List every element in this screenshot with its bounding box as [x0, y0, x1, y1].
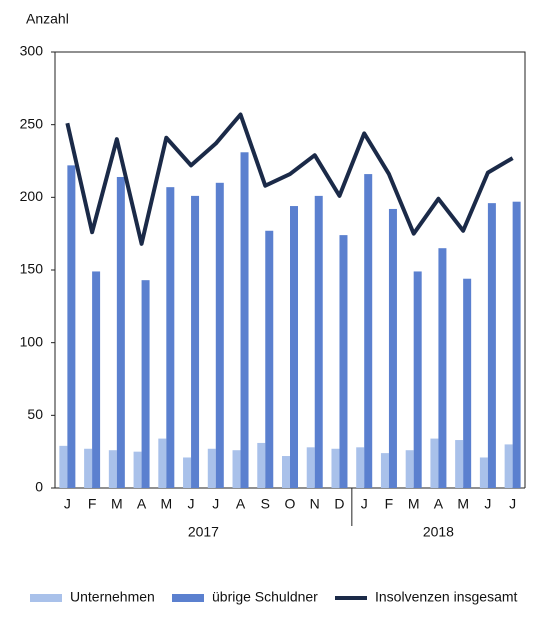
bar	[191, 195, 200, 488]
bar	[108, 450, 117, 488]
legend-label: Unternehmen	[70, 589, 155, 605]
bar	[339, 235, 348, 488]
x-tick-label: O	[285, 496, 296, 512]
bar	[215, 182, 224, 489]
legend-label: Insolvenzen insgesamt	[375, 589, 518, 605]
y-tick-label: 300	[20, 43, 44, 59]
x-tick-label: J	[188, 496, 195, 512]
y-tick-label: 50	[27, 406, 43, 422]
x-tick-label: A	[137, 496, 147, 512]
bar	[166, 187, 175, 488]
bar	[356, 447, 365, 488]
line	[65, 112, 514, 246]
bar	[438, 248, 447, 488]
y-tick-label: 250	[20, 115, 44, 131]
bar	[290, 206, 298, 488]
bar	[183, 457, 192, 488]
bar	[479, 457, 488, 488]
x-tick-label: J	[484, 496, 491, 512]
x-tick-label: J	[64, 496, 71, 512]
bar	[388, 208, 397, 488]
legend-swatch	[172, 594, 204, 602]
bar	[67, 165, 76, 489]
x-tick-label: F	[385, 496, 394, 512]
y-tick-label: 0	[35, 479, 43, 495]
bar	[455, 440, 464, 488]
x-tick-label: A	[434, 496, 444, 512]
x-tick-label: F	[88, 496, 97, 512]
x-tick-label: M	[111, 496, 123, 512]
bar	[380, 453, 389, 488]
bar	[59, 445, 68, 488]
x-tick-label: M	[457, 496, 469, 512]
bar	[232, 450, 241, 488]
bar	[487, 203, 496, 488]
bar	[141, 280, 150, 488]
legend-label: übrige Schuldner	[212, 589, 318, 605]
bar	[265, 230, 274, 488]
bar	[314, 195, 323, 488]
bar	[364, 174, 373, 488]
bar	[504, 444, 513, 488]
bar	[306, 447, 315, 488]
x-tick-label: M	[160, 496, 172, 512]
bar	[463, 278, 472, 488]
y-tick-label: 100	[20, 333, 44, 349]
bar	[133, 451, 142, 488]
bar	[158, 438, 167, 488]
x-tick-label: M	[408, 496, 420, 512]
x-tick-label: A	[236, 496, 246, 512]
y-tick-label: 200	[20, 188, 44, 204]
bar	[240, 152, 249, 488]
legend-swatch	[30, 594, 62, 602]
bar	[413, 271, 422, 488]
bar	[257, 442, 266, 488]
bar	[405, 450, 414, 488]
x-tick-label: N	[310, 496, 320, 512]
bar	[512, 201, 521, 488]
bar	[282, 456, 290, 488]
y-axis-label: Anzahl	[26, 11, 69, 27]
bar	[84, 448, 93, 488]
x-tick-label: J	[509, 496, 516, 512]
bar	[430, 438, 439, 488]
bar	[92, 271, 101, 488]
y-tick-label: 150	[20, 261, 44, 277]
x-group-label: 2017	[188, 524, 219, 540]
bar	[331, 448, 340, 488]
bar	[207, 448, 216, 488]
x-tick-label: J	[361, 496, 368, 512]
x-group-label: 2018	[423, 524, 454, 540]
bar	[116, 176, 125, 488]
x-tick-label: S	[261, 496, 270, 512]
x-tick-label: J	[212, 496, 219, 512]
x-tick-label: D	[334, 496, 344, 512]
